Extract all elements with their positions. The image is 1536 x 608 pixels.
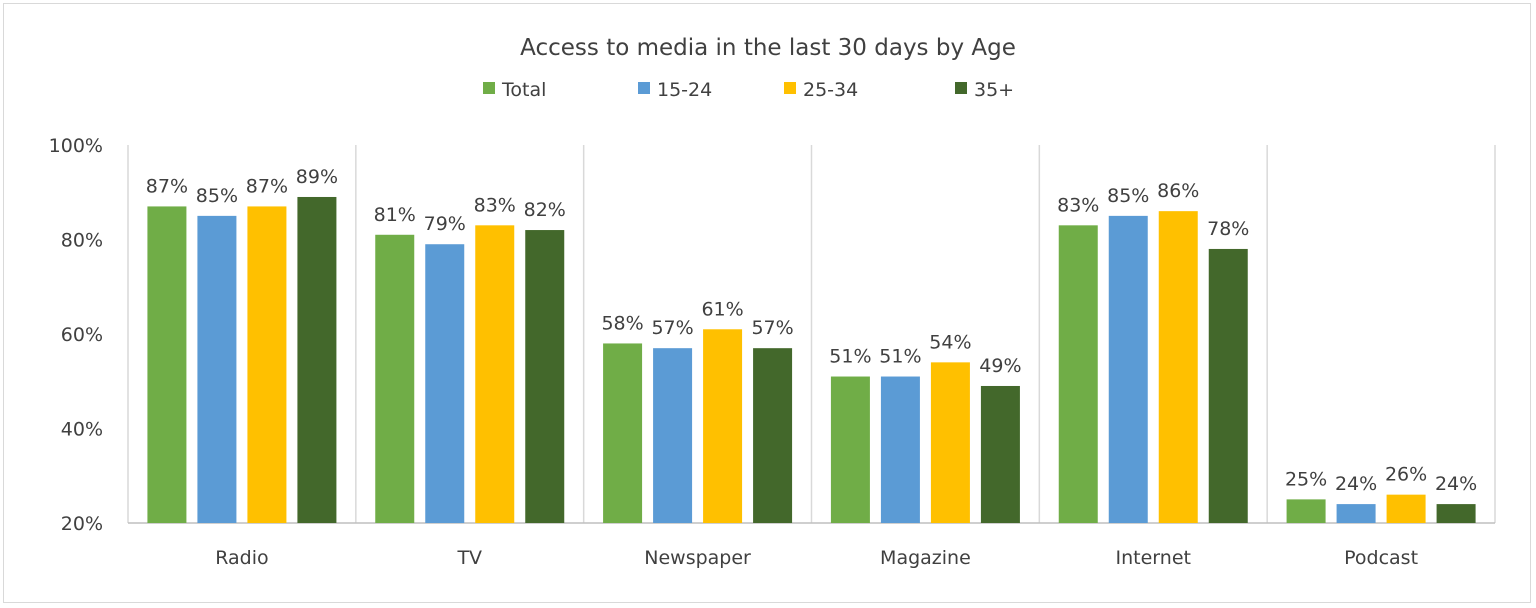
data-label: 89% [296,166,338,188]
bars: 87% 85% 87% 89% 81% 79% 83% 82% 58% 57% 61% 57% 51% 5… [146,166,1477,524]
bar-25-34 [703,329,743,523]
data-label: 82% [524,199,566,221]
bar-25-34 [930,362,970,523]
bar-total [147,206,187,524]
data-label: 54% [929,331,971,353]
data-label: 83% [1057,194,1099,216]
legend-label: Total [501,79,546,101]
data-label: 24% [1335,473,1377,495]
data-label: 57% [751,317,793,339]
data-label: 85% [196,185,238,207]
y-tick-label: 40% [61,419,103,441]
data-label: 86% [1157,180,1199,202]
chart-title: Access to media in the last 30 days by A… [520,35,1016,61]
x-tick-label: TV [456,547,482,569]
legend-swatch [784,82,796,94]
legend-label: 25-34 [803,79,858,101]
y-tick-label: 80% [61,230,103,252]
bar-15-24 [880,376,920,523]
legend-label: 35+ [974,79,1014,101]
bar-total [375,234,415,523]
bar-35- [525,230,565,524]
x-tick-label: Radio [215,547,268,569]
bar-15-24 [197,215,237,523]
bar-total [1286,499,1326,523]
data-label: 26% [1385,464,1427,486]
data-label: 49% [979,355,1021,377]
bar-total [603,343,643,523]
legend-label: 15-24 [657,79,712,101]
legend-swatch [483,82,495,94]
y-tick-label: 20% [61,513,103,535]
bar-25-34 [1386,494,1426,523]
bar-35- [1436,504,1476,523]
legend-swatch [638,82,650,94]
x-tick-label: Newspaper [644,547,751,569]
bar-15-24 [425,244,465,523]
bar-35- [753,348,793,523]
bar-total [1058,225,1098,523]
bar-35- [980,385,1020,523]
chart-frame [3,3,1531,603]
data-label: 58% [601,312,643,334]
bar-35- [297,196,337,523]
axes: 20% 40% 60% 80% 100% Radio TV Newspaper Magazine… [49,135,1496,569]
data-label: 81% [374,204,416,226]
bar-35- [1208,248,1248,523]
bar-15-24 [1108,215,1148,523]
y-tick-label: 60% [61,324,103,346]
data-label: 24% [1435,473,1477,495]
bar-25-34 [1158,211,1198,523]
x-tick-label: Magazine [880,547,971,569]
data-label: 83% [474,194,516,216]
data-label: 87% [246,175,288,197]
data-label: 51% [829,346,871,368]
bar-25-34 [247,206,287,524]
legend-swatch [955,82,967,94]
x-tick-label: Podcast [1344,547,1418,569]
data-label: 51% [879,346,921,368]
data-label: 79% [424,213,466,235]
bar-15-24 [1336,504,1376,523]
data-label: 57% [651,317,693,339]
bar-total [830,376,870,523]
bar-25-34 [475,225,515,523]
legend: Total 15-24 25-34 35+ [483,79,1014,101]
data-label: 87% [146,175,188,197]
data-label: 61% [701,298,743,320]
x-tick-label: Internet [1116,547,1191,569]
bar-15-24 [653,348,693,523]
data-label: 85% [1107,185,1149,207]
y-tick-label: 100% [49,135,103,157]
data-label: 78% [1207,218,1249,240]
data-label: 25% [1285,468,1327,490]
